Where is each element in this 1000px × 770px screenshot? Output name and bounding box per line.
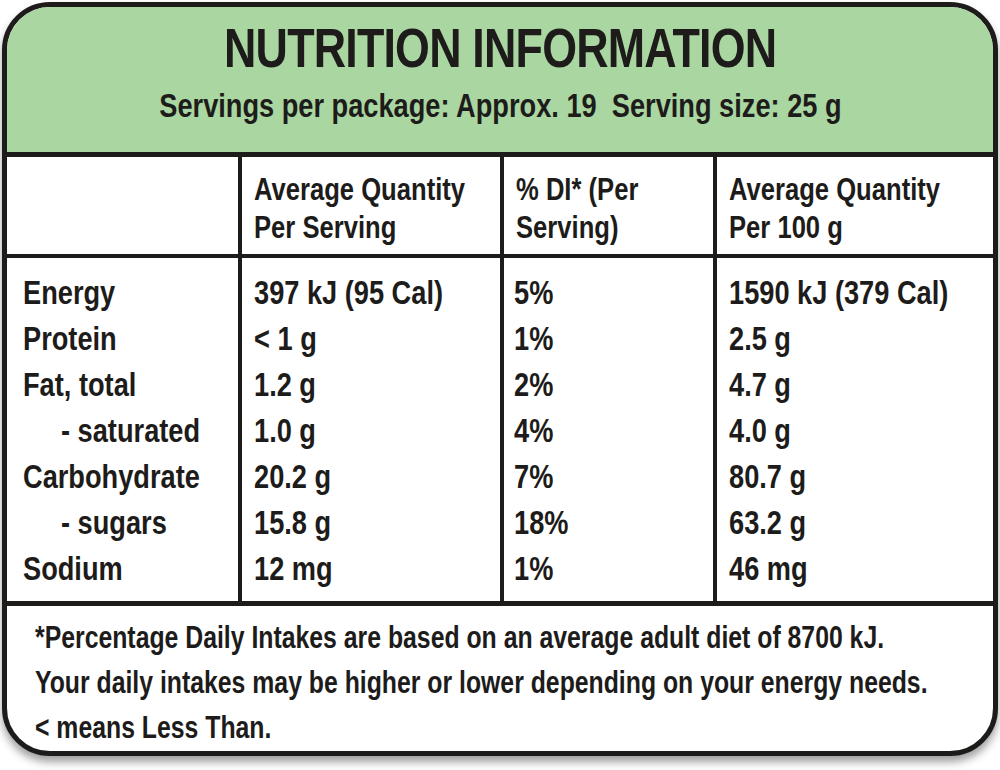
column-header-per-100g: Average Quantity Per 100 g (713, 157, 993, 254)
nutrient-name: Sodium (7, 545, 238, 591)
value-per-serving: 15.8 g (242, 499, 500, 545)
servings-info: Servings per package: Approx. 19 Serving… (159, 82, 841, 128)
column-header-line: Average Quantity (254, 170, 451, 208)
value-daily-intake: 4% (504, 407, 713, 453)
value-per-serving: 12 mg (242, 545, 500, 591)
value-per-100g: 2.5 g (717, 315, 993, 361)
per-serving-column: 397 kJ (95 Cal) < 1 g 1.2 g 1.0 g 20.2 g… (238, 258, 500, 601)
footnote: *Percentage Daily Intakes are based on a… (7, 606, 993, 751)
panel-header: NUTRITION INFORMATION Servings per packa… (7, 7, 993, 157)
value-per-100g: 46 mg (717, 545, 993, 591)
value-per-serving: 1.2 g (242, 361, 500, 407)
nutrient-name: Protein (7, 315, 238, 361)
column-header-line: Per 100 g (729, 208, 940, 246)
nutrition-table: Average Quantity Per Serving % DI* (Per … (7, 157, 993, 606)
footnote-line: < means Less Than. (35, 705, 973, 750)
value-per-100g: 1590 kJ (379 Cal) (717, 269, 993, 315)
footnote-line: *Percentage Daily Intakes are based on a… (35, 615, 973, 660)
column-header-line: Serving) (516, 208, 674, 246)
value-per-100g: 80.7 g (717, 453, 993, 499)
nutrition-panel: NUTRITION INFORMATION Servings per packa… (2, 2, 998, 756)
nutrient-name: Energy (7, 269, 238, 315)
daily-intake-column: 5% 1% 2% 4% 7% 18% 1% (500, 258, 713, 601)
value-per-100g: 63.2 g (717, 499, 993, 545)
value-per-serving: 20.2 g (242, 453, 500, 499)
value-daily-intake: 5% (504, 269, 713, 315)
nutrient-name: Carbohydrate (7, 453, 238, 499)
value-per-serving: < 1 g (242, 315, 500, 361)
table-body: Energy Protein Fat, total - saturated Ca… (7, 258, 993, 606)
panel-title-row: NUTRITION INFORMATION (7, 17, 993, 79)
servings-row: Servings per package: Approx. 19 Serving… (7, 82, 993, 128)
nutrient-name: Fat, total (7, 361, 238, 407)
nutrient-name: - sugars (7, 499, 238, 545)
value-daily-intake: 18% (504, 499, 713, 545)
footnote-line: Your daily intakes may be higher or lowe… (35, 660, 973, 705)
nutrient-name-column: Energy Protein Fat, total - saturated Ca… (7, 258, 238, 601)
value-per-serving: 1.0 g (242, 407, 500, 453)
column-header-line: % DI* (Per (516, 170, 674, 208)
value-daily-intake: 2% (504, 361, 713, 407)
value-daily-intake: 1% (504, 315, 713, 361)
value-daily-intake: 1% (504, 545, 713, 591)
column-header-per-serving: Average Quantity Per Serving (238, 157, 500, 254)
panel-title: NUTRITION INFORMATION (224, 17, 776, 79)
per-100g-column: 1590 kJ (379 Cal) 2.5 g 4.7 g 4.0 g 80.7… (713, 258, 993, 601)
table-header-row: Average Quantity Per Serving % DI* (Per … (7, 157, 993, 258)
column-header-line: Average Quantity (729, 170, 940, 208)
column-header-daily-intake: % DI* (Per Serving) (500, 157, 713, 254)
value-daily-intake: 7% (504, 453, 713, 499)
column-header-line: Per Serving (254, 208, 451, 246)
nutrient-name: - saturated (7, 407, 238, 453)
column-header-blank (7, 157, 238, 254)
value-per-serving: 397 kJ (95 Cal) (242, 269, 500, 315)
value-per-100g: 4.0 g (717, 407, 993, 453)
value-per-100g: 4.7 g (717, 361, 993, 407)
